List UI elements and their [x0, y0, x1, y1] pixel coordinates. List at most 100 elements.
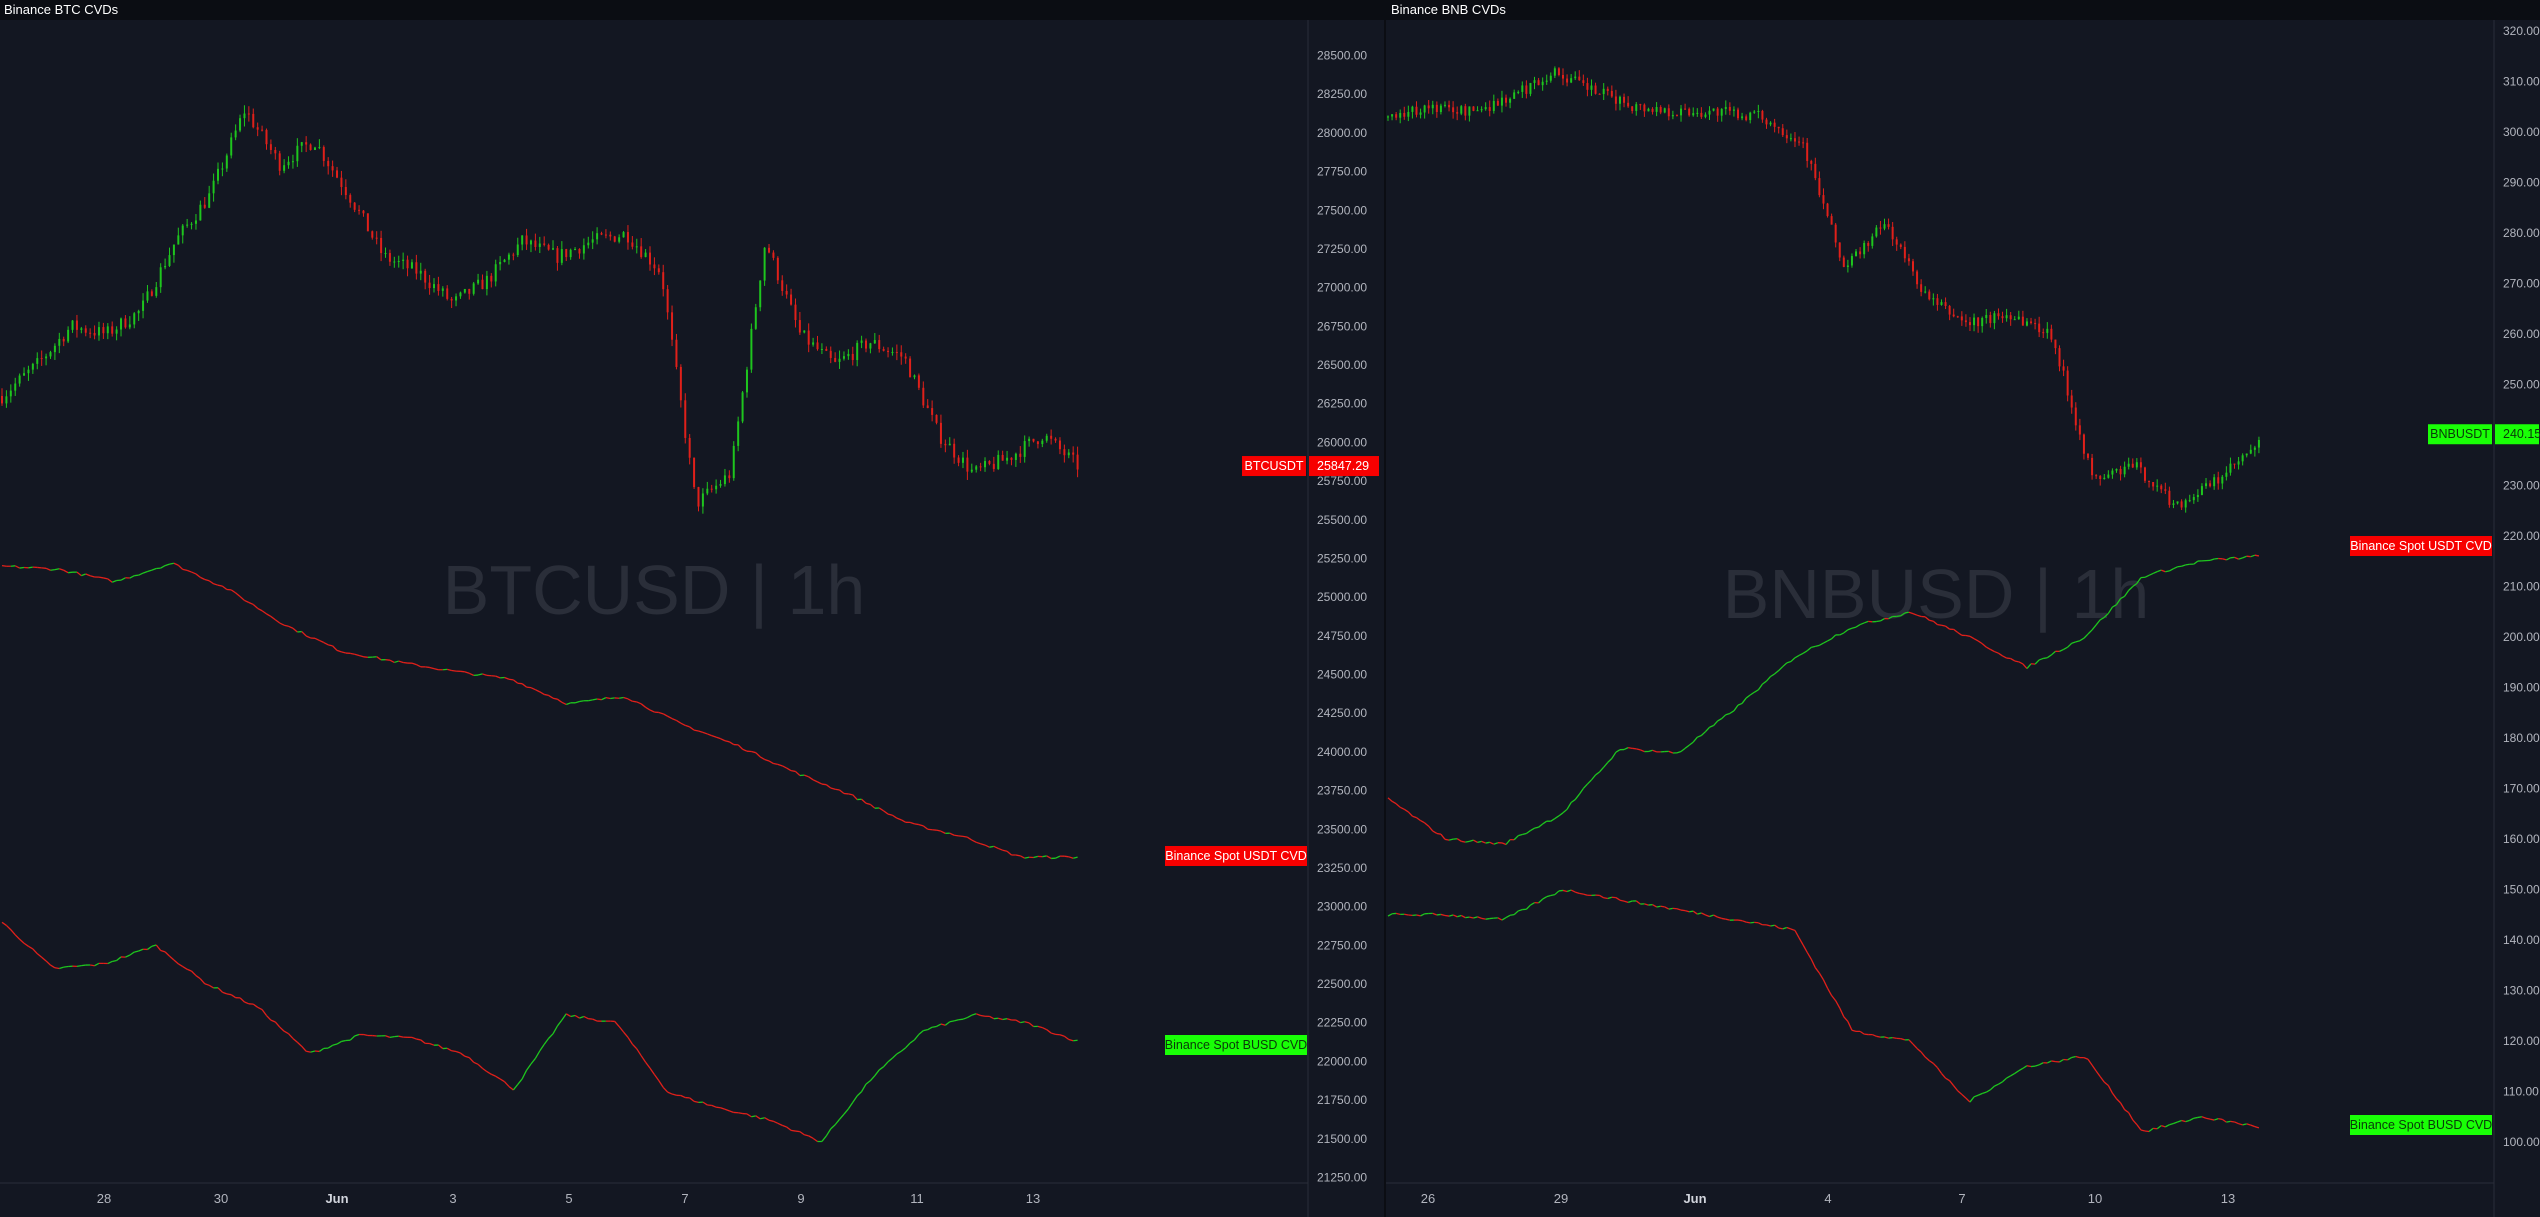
y-tick-label: 320.00 [2503, 24, 2540, 38]
candle-body [1076, 454, 1079, 470]
candle-body [644, 252, 647, 258]
cvd-segment [1448, 838, 1454, 841]
cvd-segment [909, 1039, 915, 1044]
cvd-segment [1998, 1081, 2003, 1085]
cvd-segment [2047, 1060, 2052, 1064]
cvd-segment [830, 1124, 836, 1130]
cvd-segment [1721, 917, 1726, 920]
cvd-segment [967, 836, 973, 841]
cvd-series-busd [1, 921, 1078, 1143]
cvd-segment [839, 1113, 845, 1120]
candle-body [89, 332, 92, 334]
cvd-segment [1994, 1083, 1999, 1087]
candle-body [534, 240, 537, 247]
cvd-segment [918, 823, 924, 827]
candle-body [856, 342, 859, 361]
cvd-segment [2185, 1119, 2190, 1123]
cvd-segment [186, 569, 192, 573]
cvd-segment [341, 1039, 346, 1043]
cvd-segment [1839, 632, 1845, 636]
right-chart-panel[interactable]: BNBUSD | 1h 320.00 310.00 300.00 290.00 280.0… [1386, 20, 2540, 1217]
cvd-segment [1762, 680, 1767, 685]
cvd-segment [751, 1115, 756, 1118]
cvd-segment [1554, 890, 1560, 896]
cvd-segment [2161, 569, 2166, 573]
cvd-segment [1802, 944, 1808, 953]
cvd-segment [1876, 1035, 1881, 1038]
cvd-segment [416, 1038, 421, 1041]
cvd-segment [1387, 913, 1393, 917]
cvd-segment [134, 574, 139, 577]
candle-body [992, 463, 995, 469]
cvd-segment [1518, 908, 1523, 912]
cvd-segment [1579, 892, 1584, 895]
cvd-segment [23, 942, 29, 947]
candle-body [1826, 203, 1829, 217]
cvd-segment [795, 770, 801, 776]
panel-divider[interactable] [1384, 20, 1386, 1217]
candle-body [2078, 425, 2081, 435]
candle-body [2209, 483, 2212, 487]
candle-body [1879, 227, 1882, 229]
cvd-segment [464, 671, 470, 674]
candle-body [1956, 316, 1959, 318]
candle-body [1887, 224, 1890, 227]
cvd-segment [1619, 899, 1625, 902]
btc-chart[interactable]: BTCUSD | 1h 28500.00 28250.00 28000.00 27750… [0, 20, 1384, 1217]
cvd-segment [1802, 650, 1808, 654]
candle-body [653, 264, 656, 269]
cvd-segment [1810, 958, 1816, 968]
cvd-segment [786, 767, 792, 772]
candle-body [53, 345, 56, 353]
cvd-segment [59, 568, 64, 571]
cvd-segment [1900, 1037, 1906, 1041]
candle-body [2070, 395, 2073, 408]
cvd-segment [799, 1131, 805, 1136]
cvd-segment [89, 575, 95, 578]
cvd-segment [1473, 916, 1478, 919]
cvd-segment [627, 1036, 633, 1045]
cvd-segment [1932, 620, 1938, 626]
cvd-segment [155, 944, 162, 951]
cvd-segment [923, 1029, 928, 1032]
left-chart-panel[interactable]: BTCUSD | 1h 28500.00 28250.00 28000.00 27750… [0, 20, 1384, 1217]
cvd-segment [438, 1044, 444, 1050]
candle-body [1403, 112, 1406, 117]
candle-body [1785, 135, 1788, 139]
cvd-segment [1904, 611, 1910, 614]
cvd-segment [676, 719, 682, 724]
cvd-segment [2050, 650, 2056, 656]
candle-body [309, 144, 312, 150]
cvd-segment [1851, 626, 1857, 629]
cvd-segment [1961, 1093, 1967, 1099]
cvd-segment [2173, 566, 2178, 570]
cvd-segment [354, 1033, 360, 1037]
cvd-segment [1855, 624, 1861, 628]
cvd-segment [1745, 694, 1751, 699]
candle-body [750, 328, 753, 370]
cvd-segment [579, 700, 584, 703]
symbol-tag-bg [1242, 456, 1306, 477]
candle-body [1456, 112, 1459, 114]
candle-body [168, 255, 171, 266]
right-panel-title: Binance BNB CVDs [1391, 2, 1506, 17]
cvd-segment [808, 1135, 814, 1139]
cvd-segment [2010, 1072, 2016, 1077]
candle-body [97, 327, 100, 336]
bnb-chart[interactable]: BNBUSD | 1h 320.00 310.00 300.00 290.00 280.0… [1386, 20, 2540, 1217]
cvd-segment [1782, 926, 1788, 930]
cvd-segment [222, 991, 228, 995]
candle-body [36, 358, 39, 364]
candle-body [181, 225, 184, 236]
candle-body [543, 243, 546, 245]
cvd-segment [1880, 618, 1885, 622]
cvd-segment [151, 944, 157, 947]
cvd-label-bg [1165, 846, 1307, 866]
cvd-segment [640, 703, 646, 708]
cvd-segment [59, 966, 64, 970]
cvd-segment [1481, 840, 1486, 844]
symbol-tag: BTCUSDT [1244, 459, 1303, 473]
candle-body [609, 234, 612, 237]
cvd-segment [257, 607, 263, 612]
candle-body [2099, 476, 2102, 480]
